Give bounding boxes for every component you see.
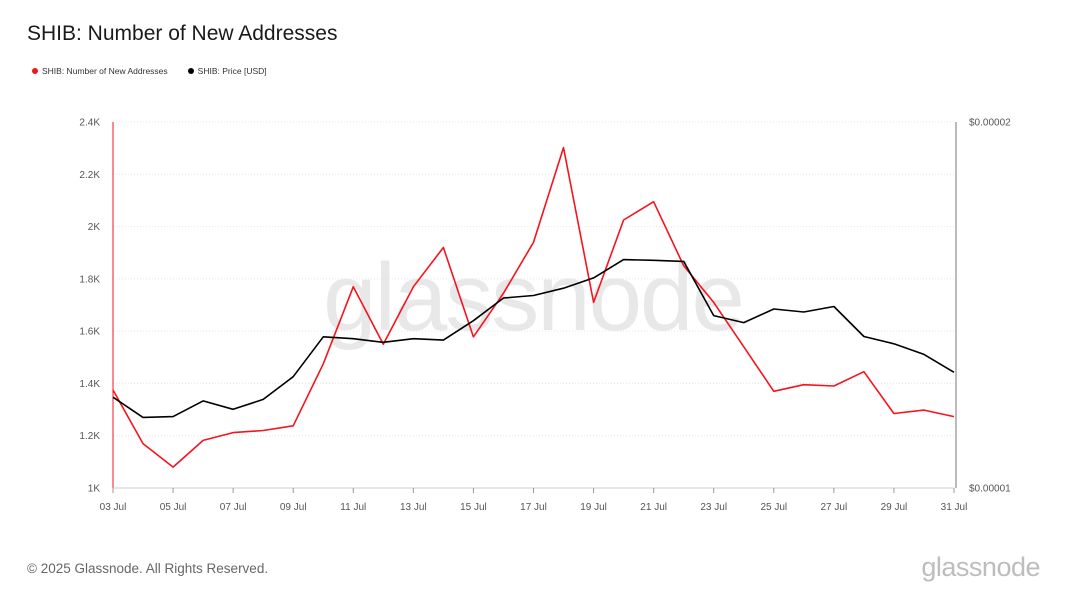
x-tick-label: 25 Jul: [760, 502, 787, 513]
chart-legend: SHIB: Number of New Addresses SHIB: Pric…: [32, 66, 267, 76]
x-tick-label: 11 Jul: [340, 502, 366, 513]
y-left-tick-label: 1.4K: [79, 379, 100, 390]
legend-dot-black: [187, 68, 194, 74]
x-tick-label: 17 Jul: [520, 502, 547, 513]
legend-label: SHIB: Number of New Addresses: [42, 66, 168, 76]
chart-watermark: glassnode: [323, 244, 743, 351]
legend-label: SHIB: Price [USD]: [197, 66, 267, 76]
y-left-tick-label: 1K: [88, 484, 101, 495]
series-price-line: [112, 258, 955, 419]
x-tick-label: 13 Jul: [400, 502, 427, 513]
x-tick-label: 29 Jul: [881, 502, 908, 513]
x-tick-label: 31 Jul: [941, 502, 968, 513]
x-tick-label: 09 Jul: [280, 502, 307, 513]
chart-title: SHIB: Number of New Addresses: [27, 22, 338, 45]
x-tick-label: 23 Jul: [700, 502, 727, 513]
legend-item-new-addresses[interactable]: SHIB: Number of New Addresses: [32, 66, 168, 76]
x-tick-label: 19 Jul: [580, 502, 607, 513]
y-right-tick-label: $0.00002: [969, 118, 1011, 129]
y-left-tick-label: 1.2K: [79, 431, 100, 442]
y-left-tick-label: 2.4K: [79, 118, 100, 129]
y-left-tick-label: 2.2K: [79, 170, 100, 181]
y-left-tick-label: 1.8K: [79, 274, 100, 285]
y-left-tick-label: 2K: [88, 222, 101, 233]
copyright-footer: © 2025 Glassnode. All Rights Reserved.: [27, 561, 269, 576]
y-right-tick-label: $0.00001: [969, 484, 1011, 495]
series-lines: [112, 146, 955, 468]
x-tick-label: 03 Jul: [100, 502, 127, 513]
x-tick-label: 27 Jul: [821, 502, 848, 513]
x-tick-label: 15 Jul: [460, 502, 487, 513]
glassnode-logo: glassnode: [921, 552, 1040, 582]
series-new-addresses-line: [112, 146, 955, 468]
x-tick-label: 21 Jul: [640, 502, 667, 513]
legend-dot-red: [32, 68, 38, 74]
axes: 1K 1.2K 1.4K 1.6K 1.8K 2K 2.2K 2.4K $0.00002 $0.0…: [79, 118, 1011, 514]
x-tick-label: 05 Jul: [160, 502, 187, 513]
y-left-tick-label: 1.6K: [79, 327, 100, 338]
x-tick-label: 07 Jul: [220, 502, 247, 513]
legend-item-price[interactable]: SHIB: Price [USD]: [187, 66, 267, 76]
